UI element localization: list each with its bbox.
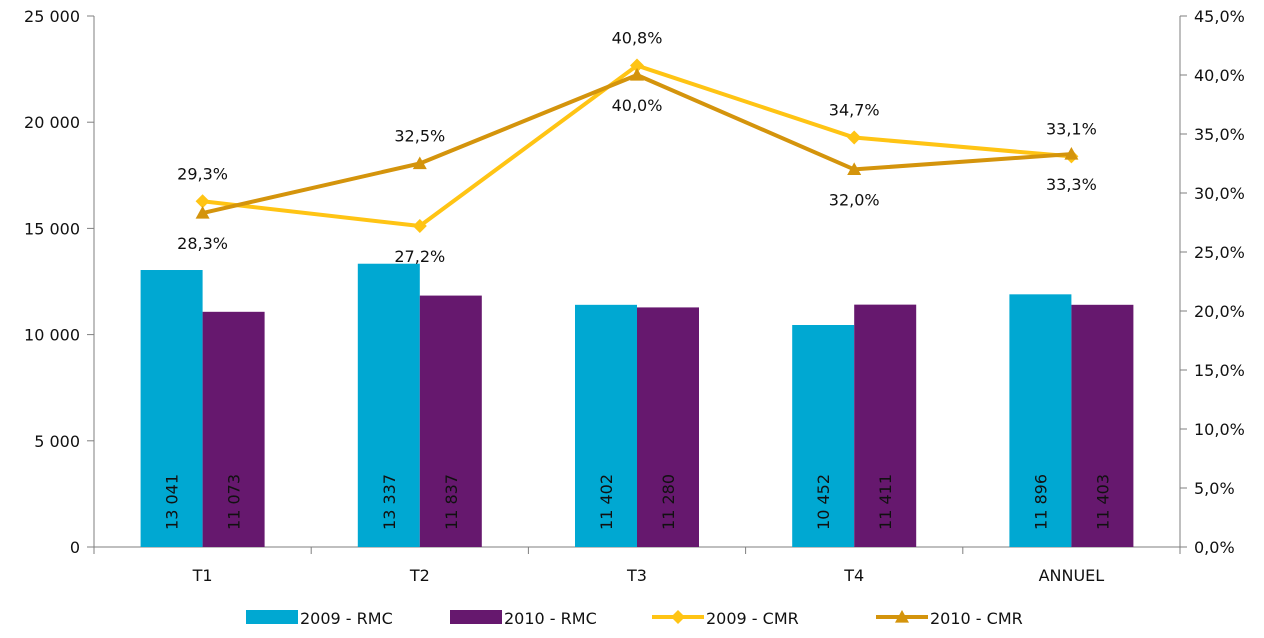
bar	[575, 304, 637, 547]
triangle-marker	[1064, 147, 1079, 160]
y-right-tick-label: 35,0%	[1194, 125, 1245, 144]
y-left-tick-label: 10 000	[24, 326, 80, 345]
line-value-label: 33,1%	[1046, 119, 1097, 138]
line-value-label: 34,7%	[829, 101, 880, 120]
y-left-tick-label: 0	[70, 538, 80, 557]
series-line	[202, 63, 1072, 229]
diamond-marker	[195, 194, 210, 209]
line-value-label: 28,3%	[177, 234, 228, 253]
triangle-marker	[895, 610, 909, 623]
legend-swatch	[246, 610, 298, 624]
y-right-tick-label: 20,0%	[1194, 302, 1245, 321]
y-right-tick-label: 10,0%	[1194, 420, 1245, 439]
y-right-tick-label: 15,0%	[1194, 361, 1245, 380]
bars: 13 041 13 337 11 402 10 452 11 896 11 073 11 8…	[140, 263, 1134, 547]
y-right-tick-label: 0,0%	[1194, 538, 1235, 557]
y-left-tick-label: 20 000	[24, 113, 80, 132]
triangle-marker	[630, 68, 644, 81]
bar-value-label: 13 337	[380, 474, 399, 530]
bar-value-label: 11 403	[1093, 474, 1112, 530]
line-value-label: 33,3%	[1046, 175, 1097, 194]
bar	[1009, 294, 1072, 547]
diamond-marker	[630, 58, 644, 73]
diamond-marker	[412, 219, 427, 234]
bar	[792, 324, 855, 547]
bar	[140, 270, 203, 547]
legend: 2009 - RMC 2010 - RMC 2009 - CMR 2010 - CMR	[246, 609, 1023, 628]
y-left-tick-label: 5 000	[34, 432, 80, 451]
line-value-label: 40,0%	[612, 96, 663, 115]
y-left-tick-label: 25 000	[24, 7, 80, 26]
x-category-label: T2	[409, 566, 430, 585]
bar	[1071, 304, 1134, 547]
bar	[637, 307, 699, 547]
diamond-marker	[847, 130, 862, 145]
axes: 0 5 000 10 000 15 000 20 000 25 000 0,0% 5,0% 10…	[24, 7, 1245, 585]
diamond-marker	[671, 610, 685, 624]
line-value-label: 32,5%	[394, 127, 445, 146]
line-value-label: 27,2%	[394, 247, 445, 266]
y-right-tick-label: 45,0%	[1194, 7, 1245, 26]
bar-value-label: 11 280	[659, 474, 678, 530]
bar-value-label: 11 411	[876, 474, 895, 530]
line-value-label: 40,8%	[612, 29, 663, 48]
legend-label: 2009 - CMR	[706, 609, 799, 628]
line-value-label: 29,3%	[177, 164, 228, 183]
triangle-marker	[195, 206, 210, 219]
line-value-label: 32,0%	[829, 190, 880, 209]
legend-swatch	[450, 610, 502, 624]
y-right-tick-label: 5,0%	[1194, 479, 1235, 498]
y-right-tick-label: 25,0%	[1194, 243, 1245, 262]
x-category-label: T4	[843, 566, 864, 585]
triangle-marker	[412, 156, 427, 170]
bar	[419, 295, 482, 547]
bar-value-label: 11 837	[442, 474, 461, 530]
lines: 29,3% 27,2% 40,8% 34,7% 33,1% 28,3% 32,5% 40,0%…	[177, 29, 1097, 266]
bar-value-label: 11 896	[1031, 474, 1050, 530]
x-category-label: T1	[192, 566, 213, 585]
bar-value-label: 11 402	[597, 474, 616, 530]
legend-label: 2010 - RMC	[504, 609, 597, 628]
bar-value-label: 13 041	[163, 474, 182, 530]
bar-value-label: 11 073	[225, 474, 244, 530]
bar	[357, 263, 420, 547]
triangle-marker	[847, 162, 862, 175]
x-category-label: T3	[626, 566, 647, 585]
legend-label: 2010 - CMR	[930, 609, 1023, 628]
y-right-tick-label: 40,0%	[1194, 66, 1245, 85]
bar	[202, 311, 265, 547]
bar-value-label: 10 452	[814, 474, 833, 530]
legend-label: 2009 - RMC	[300, 609, 393, 628]
y-right-tick-label: 30,0%	[1194, 184, 1245, 203]
bar	[854, 304, 917, 547]
x-category-label: ANNUEL	[1039, 566, 1105, 585]
y-left-tick-label: 15 000	[24, 219, 80, 238]
